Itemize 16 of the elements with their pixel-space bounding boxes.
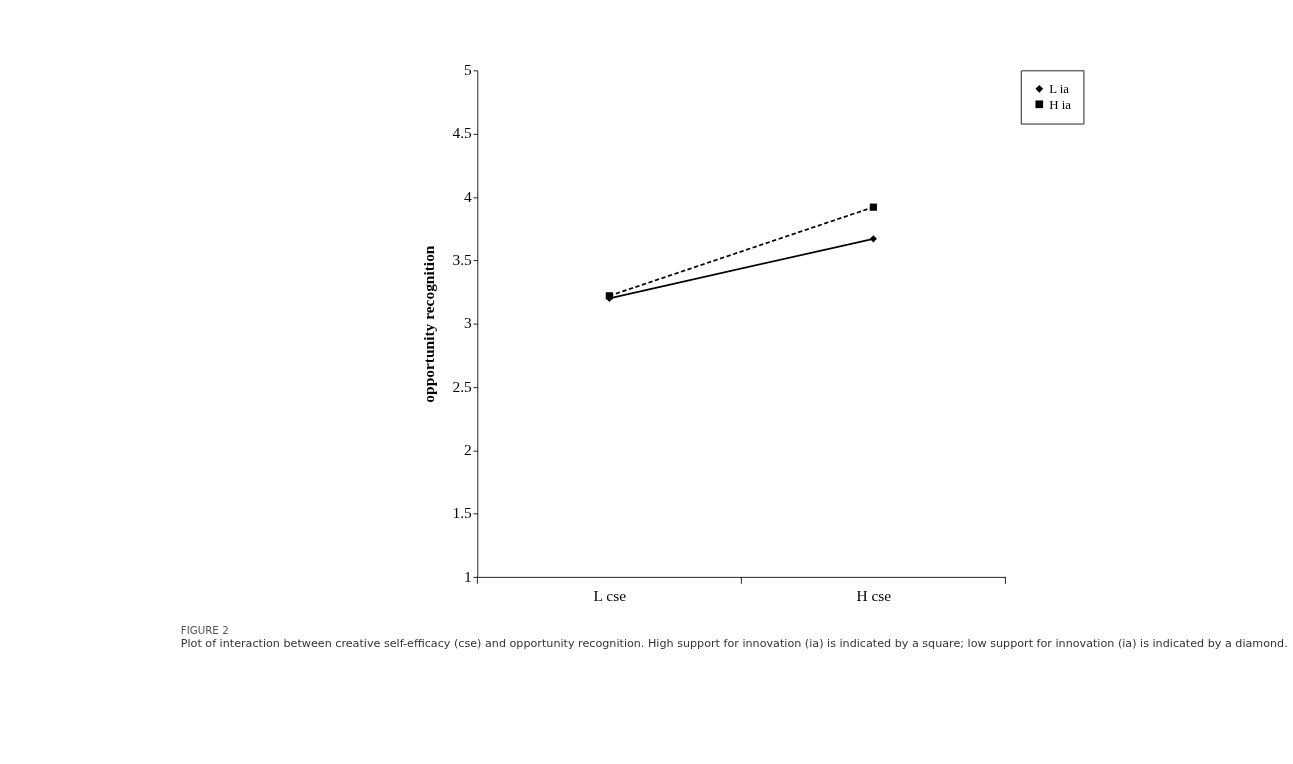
y-tick-label: 4.5 [452, 124, 473, 142]
y-tick-label: 1.5 [452, 504, 473, 522]
legend-label: L ia [1049, 82, 1070, 97]
y-axis-title: opportunity recognition [419, 245, 437, 403]
y-tick-label: 4 [464, 187, 473, 205]
text: Plot of interaction between creative self-efficacy (cse) and opportunity recognition. High support for innovation (ia) is indicated by a square; low support for innovation (ia) is indicated by a diamond. [180, 637, 1288, 651]
legend-label: H ia [1049, 97, 1072, 112]
y-tick-label: 5 [464, 61, 473, 79]
y-tick-label: 3 [464, 314, 473, 332]
x-tick-label: H cse [856, 587, 892, 605]
x-tick-label: L cse [593, 587, 627, 605]
y-tick-label: 1 [464, 567, 472, 585]
y-tick-label: 2.5 [452, 377, 473, 395]
caption: FIGURE 2 [180, 623, 229, 636]
y-tick-label: 2 [464, 441, 472, 459]
y-tick-label: 3.5 [452, 251, 473, 269]
